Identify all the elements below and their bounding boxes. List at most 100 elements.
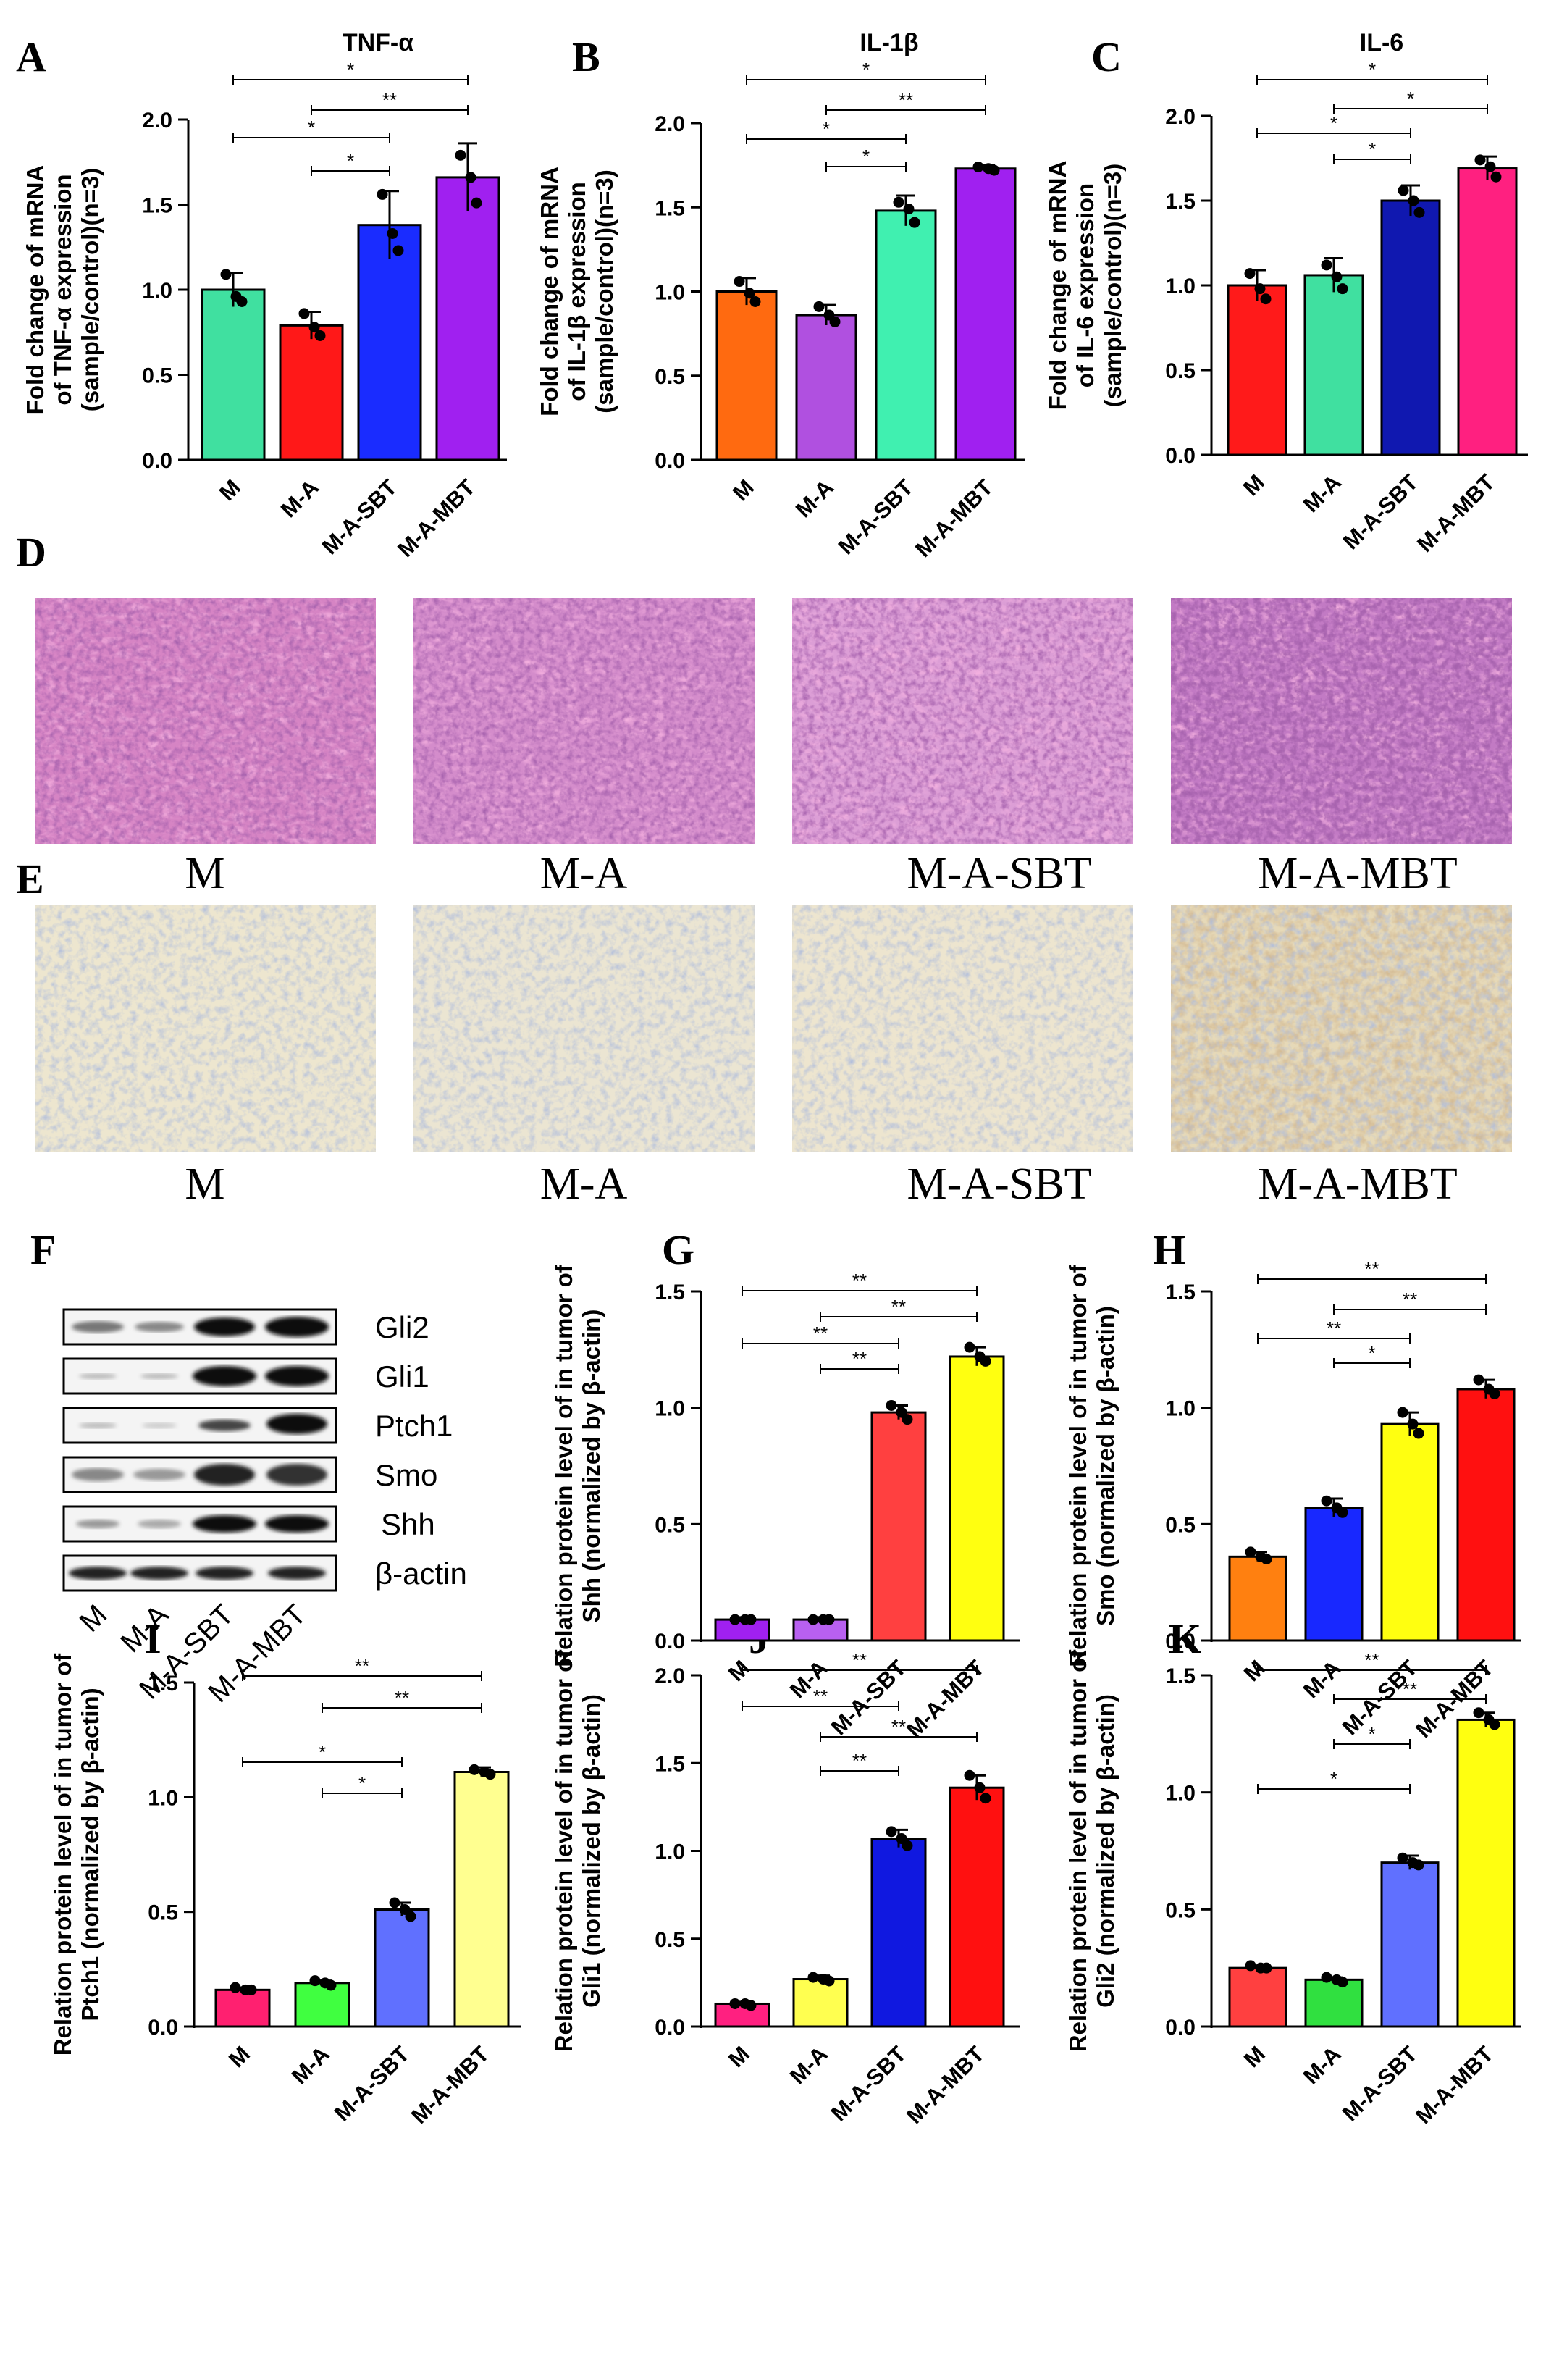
data-point — [1490, 171, 1502, 183]
bar-m-a-mbt — [453, 1771, 510, 2028]
chart-title-il1b: IL-1β — [860, 29, 918, 56]
data-point — [1245, 1960, 1256, 1972]
data-point — [314, 330, 326, 341]
data-point — [909, 217, 920, 228]
western-blot: Gli2 Gli1 Ptch1 Smo Shh β-actin M M-A M-… — [62, 1308, 467, 1709]
significance-marker: * — [1407, 88, 1414, 109]
y-tick-label: 1.0 — [1165, 1397, 1196, 1421]
data-point — [1260, 293, 1272, 305]
data-point — [325, 1979, 337, 1991]
bar-m-a-sbt — [1380, 199, 1441, 456]
blot-strip-gli1 — [62, 1357, 337, 1395]
y-tick-label: 2.0 — [655, 1664, 685, 1688]
data-point — [893, 196, 904, 208]
bar-m — [1228, 1555, 1287, 1642]
y-axis-label: Ptch1 (normalized by β-actin) — [77, 1688, 104, 2021]
significance-marker: ** — [891, 1296, 906, 1317]
significance-marker: ** — [395, 1687, 409, 1709]
blot-label-shh: Shh — [381, 1507, 435, 1541]
x-category-label: M-A — [791, 474, 839, 522]
significance-marker: * — [1368, 1723, 1375, 1745]
data-point — [980, 1793, 991, 1804]
panel-label-h: H — [1153, 1226, 1185, 1273]
significance-marker: ** — [813, 1323, 828, 1344]
significance-marker: ** — [382, 89, 397, 111]
data-point — [1413, 1859, 1424, 1871]
data-point — [471, 197, 482, 209]
significance-marker: * — [1330, 112, 1337, 134]
data-point — [1398, 185, 1409, 196]
data-point — [749, 296, 761, 307]
data-point — [1321, 1495, 1332, 1507]
panel-label-c: C — [1091, 33, 1122, 80]
y-tick-label: 0.0 — [655, 1630, 685, 1654]
bar-m — [1228, 1966, 1287, 2028]
y-tick-label: 1.0 — [1165, 275, 1196, 298]
data-point — [1397, 1852, 1408, 1864]
data-point — [964, 1769, 975, 1781]
x-category-label: M-A-MBT — [1412, 469, 1500, 557]
data-point — [1489, 1719, 1500, 1730]
data-point — [886, 1399, 897, 1411]
significance-marker: * — [308, 117, 315, 138]
chart-title-il6: IL-6 — [1360, 29, 1403, 56]
data-point — [1474, 154, 1486, 166]
significance-marker: ** — [1364, 1649, 1379, 1671]
data-point — [1245, 1546, 1256, 1558]
data-point — [1337, 1507, 1348, 1518]
y-axis-label: Relation protein level of in tumor of — [1064, 1264, 1091, 1667]
he-image-m-a-sbt — [792, 598, 1133, 844]
data-point — [1261, 1554, 1272, 1565]
x-category-label: M — [224, 2041, 255, 2072]
blot-label-smo: Smo — [375, 1458, 437, 1492]
data-point — [807, 1614, 819, 1625]
data-point — [823, 1614, 835, 1625]
data-point — [245, 1984, 257, 1995]
y-tick-label: 0.0 — [655, 2016, 685, 2040]
x-category-label: M-A — [276, 474, 324, 522]
blot-label-beta-actin: β-actin — [375, 1556, 467, 1591]
bar-m-a — [1303, 274, 1364, 456]
significance-marker: ** — [891, 1716, 906, 1738]
bar-m-a-mbt — [1456, 1388, 1516, 1642]
x-category-label: M — [214, 474, 245, 506]
data-point — [1337, 283, 1348, 295]
data-point — [377, 188, 388, 200]
panel-label-d: D — [16, 529, 46, 576]
y-axis-label: Relation protein level of in tumor of — [550, 1649, 577, 2053]
y-axis-label: (sample/control)(n=3) — [591, 169, 618, 413]
significance-marker: * — [1369, 138, 1376, 160]
chart-title-tnf: TNF-α — [343, 29, 413, 56]
data-point — [1254, 283, 1266, 295]
data-point — [729, 1614, 741, 1625]
data-point — [974, 1782, 986, 1793]
chart-i-ptch1: 0.0 0.5 1.0 1.5 Relation protein level of in… — [49, 1653, 521, 2129]
significance-marker: * — [1368, 1342, 1375, 1364]
y-tick-label: 0.5 — [655, 1513, 685, 1537]
data-point — [823, 1975, 835, 1987]
y-tick-label: 0.5 — [655, 365, 685, 389]
data-point — [745, 1614, 757, 1625]
panel-label-k: K — [1169, 1615, 1201, 1662]
x-category-label: M-A-MBT — [902, 1655, 989, 1743]
bar-m-a-sbt — [374, 1908, 430, 2028]
data-point — [829, 316, 841, 327]
y-axis-label: Gli1 (normalized by β-actin) — [578, 1694, 605, 2008]
blot-strip-shh — [62, 1505, 337, 1543]
ihc-image-m-a-sbt — [792, 905, 1133, 1152]
bar-m-a — [294, 1982, 350, 2028]
chart-c-il-6: 0.0 0.5 1.0 1.5 2.0 Fold change of mRNA of IL-… — [1044, 59, 1528, 557]
y-tick-label: 0.0 — [142, 449, 172, 473]
y-tick-label: 1.5 — [655, 196, 685, 220]
y-tick-label: 1.0 — [142, 279, 172, 303]
significance-marker: * — [862, 146, 870, 167]
data-point — [1408, 195, 1419, 206]
y-axis-label: Relation protein level of in tumor of — [1064, 1649, 1091, 2053]
data-point — [1244, 268, 1256, 280]
bar-m-a-sbt — [1380, 1422, 1440, 1642]
y-axis-label: Relation protein level of in tumor of — [49, 1653, 76, 2056]
ihc-caption-m-a: M-A — [540, 1160, 628, 1209]
y-tick-label: 2.0 — [1165, 105, 1196, 129]
ihc-caption-m-a-mbt: M-A-MBT — [1258, 1160, 1458, 1209]
